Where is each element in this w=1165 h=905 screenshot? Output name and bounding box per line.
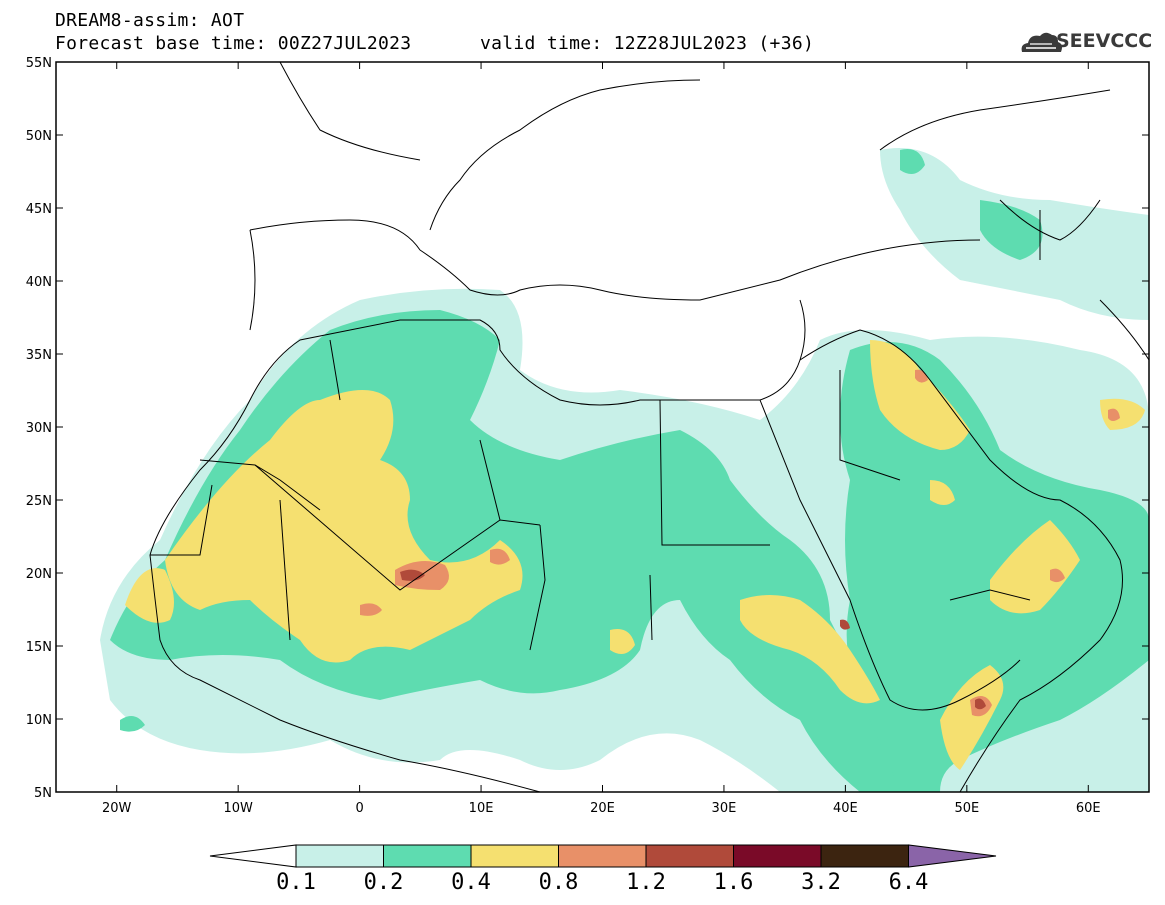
colorbar-underflow-triangle: [209, 844, 297, 868]
colorbar-swatch: [645, 844, 734, 868]
colorbar-label: 3.2: [801, 870, 841, 895]
colorbar-label: 0.4: [451, 870, 491, 895]
cloud-logo-icon: [1021, 32, 1062, 52]
lon-label: 10W: [223, 801, 253, 816]
lon-label: 50E: [954, 801, 979, 816]
colorbar-label: 0.8: [539, 870, 579, 895]
lat-label: 55N: [26, 56, 52, 71]
colorbar-swatch: [383, 844, 472, 868]
coastlines: [149, 62, 1149, 792]
lon-label: 20E: [590, 801, 615, 816]
lat-label: 35N: [26, 348, 52, 363]
colorbar-swatch: [733, 844, 822, 868]
lat-label: 15N: [26, 640, 52, 655]
colorbar-label: 1.2: [626, 870, 666, 895]
lon-label: 0: [355, 801, 363, 816]
colorbar-label: 0.2: [364, 870, 404, 895]
lat-label: 5N: [34, 786, 52, 801]
valid-time: valid time: 12Z28JUL2023 (+36): [480, 33, 815, 54]
lat-label: 30N: [26, 421, 52, 436]
colorbar-label: 6.4: [889, 870, 929, 895]
lat-label: 10N: [26, 713, 52, 728]
forecast-base-time: Forecast base time: 00Z27JUL2023: [55, 33, 412, 54]
lat-label: 50N: [26, 129, 52, 144]
colorbar-label: 1.6: [714, 870, 754, 895]
longitude-axis: 20W 10W 0 10E 20E 30E 40E 50E 60E: [102, 62, 1101, 816]
latitude-axis: 55N 50N 45N 40N 35N 30N 25N 20N 15N 10N 5N: [26, 56, 1149, 801]
colorbar-overflow-triangle: [908, 844, 997, 868]
colorbar-swatch: [295, 844, 384, 868]
colorbar-swatch: [558, 844, 647, 868]
lon-label: 30E: [712, 801, 737, 816]
map-title: DREAM8-assim: AOT: [55, 10, 245, 31]
colorbar: 0.1 0.2 0.4 0.8 1.2 1.6 3.2 6.4: [209, 844, 997, 895]
lat-label: 40N: [26, 275, 52, 290]
colorbar-swatch: [470, 844, 559, 868]
colorbar-label: 0.1: [276, 870, 316, 895]
lon-label: 40E: [833, 801, 858, 816]
lat-label: 25N: [26, 494, 52, 509]
lon-label: 60E: [1076, 801, 1101, 816]
lat-label: 45N: [26, 202, 52, 217]
aot-field: [100, 148, 1149, 792]
lon-label: 20W: [102, 801, 132, 816]
colorbar-swatch: [820, 844, 909, 868]
lat-label: 20N: [26, 567, 52, 582]
logo-text: SEEVCCC: [1056, 30, 1153, 52]
lon-label: 10E: [469, 801, 494, 816]
